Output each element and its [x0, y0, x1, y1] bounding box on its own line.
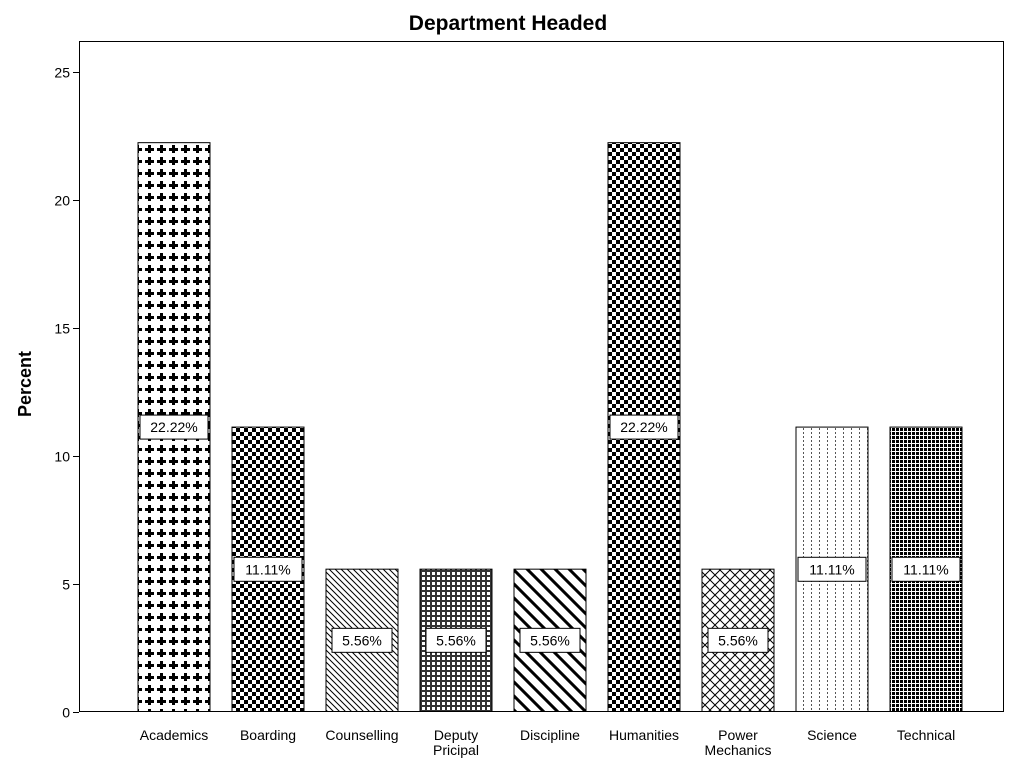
data-label: 11.11%	[891, 556, 961, 582]
y-tick-label: 5	[62, 577, 70, 593]
x-tick-label: Boarding	[240, 727, 296, 743]
data-label: 5.56%	[707, 627, 769, 653]
x-tick-label: Technical	[897, 727, 955, 743]
data-label: 22.22%	[139, 414, 209, 440]
data-label-text: 22.22%	[150, 419, 197, 435]
data-label: 11.11%	[797, 556, 867, 582]
y-tick-label: 25	[54, 65, 70, 81]
data-label-text: 5.56%	[342, 632, 382, 648]
data-label-box	[233, 556, 303, 582]
chart-title: Department Headed	[409, 12, 607, 35]
y-tick-label: 20	[54, 193, 70, 209]
data-label-text: 5.56%	[436, 632, 476, 648]
x-tick-label: Power	[718, 727, 758, 743]
x-tick-label: Humanities	[609, 727, 679, 743]
x-tick-label: Mechanics	[705, 742, 772, 758]
data-label-box	[797, 556, 867, 582]
x-tick-label: Counselling	[325, 727, 398, 743]
data-label: 5.56%	[331, 627, 393, 653]
x-tick-label: Discipline	[520, 727, 580, 743]
x-tick-label: Deputy	[434, 727, 478, 743]
data-label: 22.22%	[609, 414, 679, 440]
data-label-box	[331, 627, 393, 653]
data-label-box	[139, 414, 209, 440]
data-label-text: 11.11%	[809, 561, 854, 577]
data-label-text: 11.11%	[903, 561, 948, 577]
data-label-text: 5.56%	[718, 632, 758, 648]
data-label-box	[425, 627, 487, 653]
data-label: 5.56%	[519, 627, 581, 653]
data-label-box	[519, 627, 581, 653]
data-label-box	[707, 627, 769, 653]
x-tick-label: Science	[807, 727, 857, 743]
y-axis-label: Percent	[15, 351, 35, 417]
data-label-text: 22.22%	[620, 419, 667, 435]
data-label: 5.56%	[425, 627, 487, 653]
data-label: 11.11%	[233, 556, 303, 582]
y-tick-label: 0	[62, 705, 70, 721]
data-label-text: 11.11%	[245, 561, 290, 577]
x-tick-label: Academics	[140, 727, 208, 743]
y-tick-label: 15	[54, 321, 70, 337]
data-label-box	[609, 414, 679, 440]
y-tick-label: 10	[54, 449, 70, 465]
data-label-text: 5.56%	[530, 632, 570, 648]
data-label-box	[891, 556, 961, 582]
x-tick-label: Pricipal	[433, 742, 479, 758]
